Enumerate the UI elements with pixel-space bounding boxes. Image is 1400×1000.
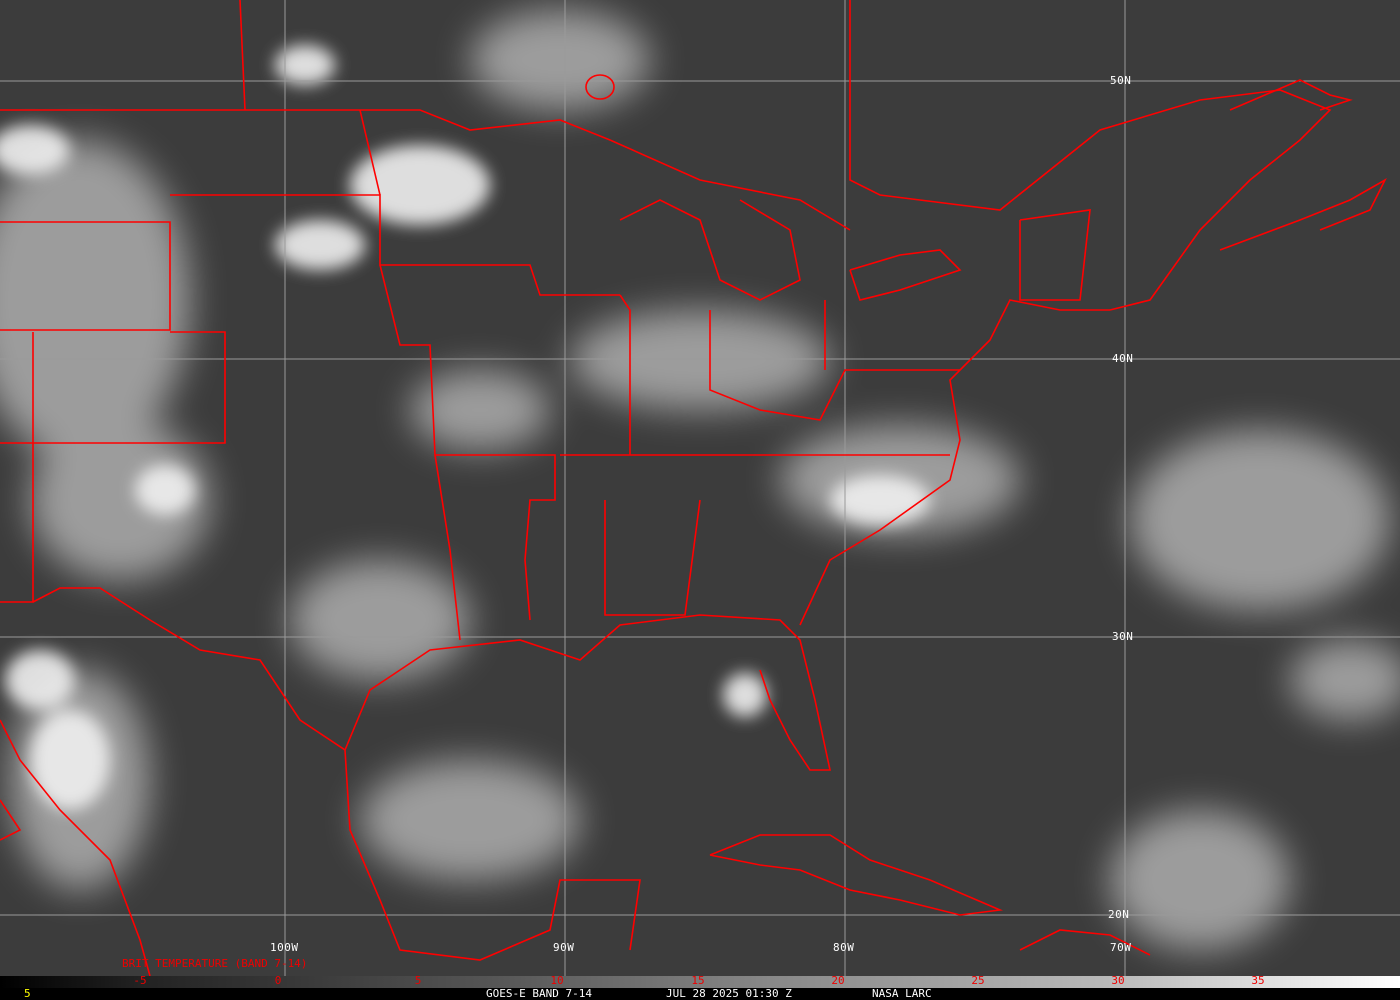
colorbar-tick: 20 bbox=[831, 974, 845, 987]
colorbar-tick: 0 bbox=[274, 974, 282, 987]
colorbar-tick: 5 bbox=[414, 974, 422, 987]
colorbar-tick: 30 bbox=[1111, 974, 1125, 987]
lon-label-90w: 90W bbox=[553, 941, 575, 954]
lat-label-50n: 50N bbox=[1110, 74, 1132, 87]
product-label: BRIT TEMPERATURE (BAND 7-14) bbox=[122, 957, 308, 970]
colorbar-tick: -5 bbox=[133, 974, 147, 987]
lat-label-40n: 40N bbox=[1112, 352, 1134, 365]
temperature-colorbar: -5 0 5 10 15 20 25 30 35 bbox=[0, 974, 1400, 988]
lon-label-70w: 70W bbox=[1110, 941, 1132, 954]
lon-label-80w: 80W bbox=[833, 941, 855, 954]
colorbar-tick: 25 bbox=[971, 974, 985, 987]
lat-label-30n: 30N bbox=[1112, 630, 1134, 643]
political-boundaries bbox=[0, 0, 1387, 976]
footer-bar: 5 GOES-E BAND 7-14 JUL 28 2025 01:30 Z N… bbox=[0, 988, 1400, 1000]
lat-label-20n: 20N bbox=[1108, 908, 1130, 921]
image-source: NASA LARC bbox=[872, 987, 932, 1000]
colorbar-tick: 10 bbox=[550, 974, 564, 987]
satellite-image bbox=[0, 0, 1400, 976]
image-datetime: JUL 28 2025 01:30 Z bbox=[666, 987, 792, 1000]
colorbar-tick: 15 bbox=[691, 974, 705, 987]
lon-label-100w: 100W bbox=[270, 941, 299, 954]
graticule bbox=[0, 0, 1400, 976]
frame-number: 5 bbox=[24, 987, 31, 1000]
colorbar-tick: 35 bbox=[1251, 974, 1265, 987]
satellite-band: GOES-E BAND 7-14 bbox=[486, 987, 592, 1000]
